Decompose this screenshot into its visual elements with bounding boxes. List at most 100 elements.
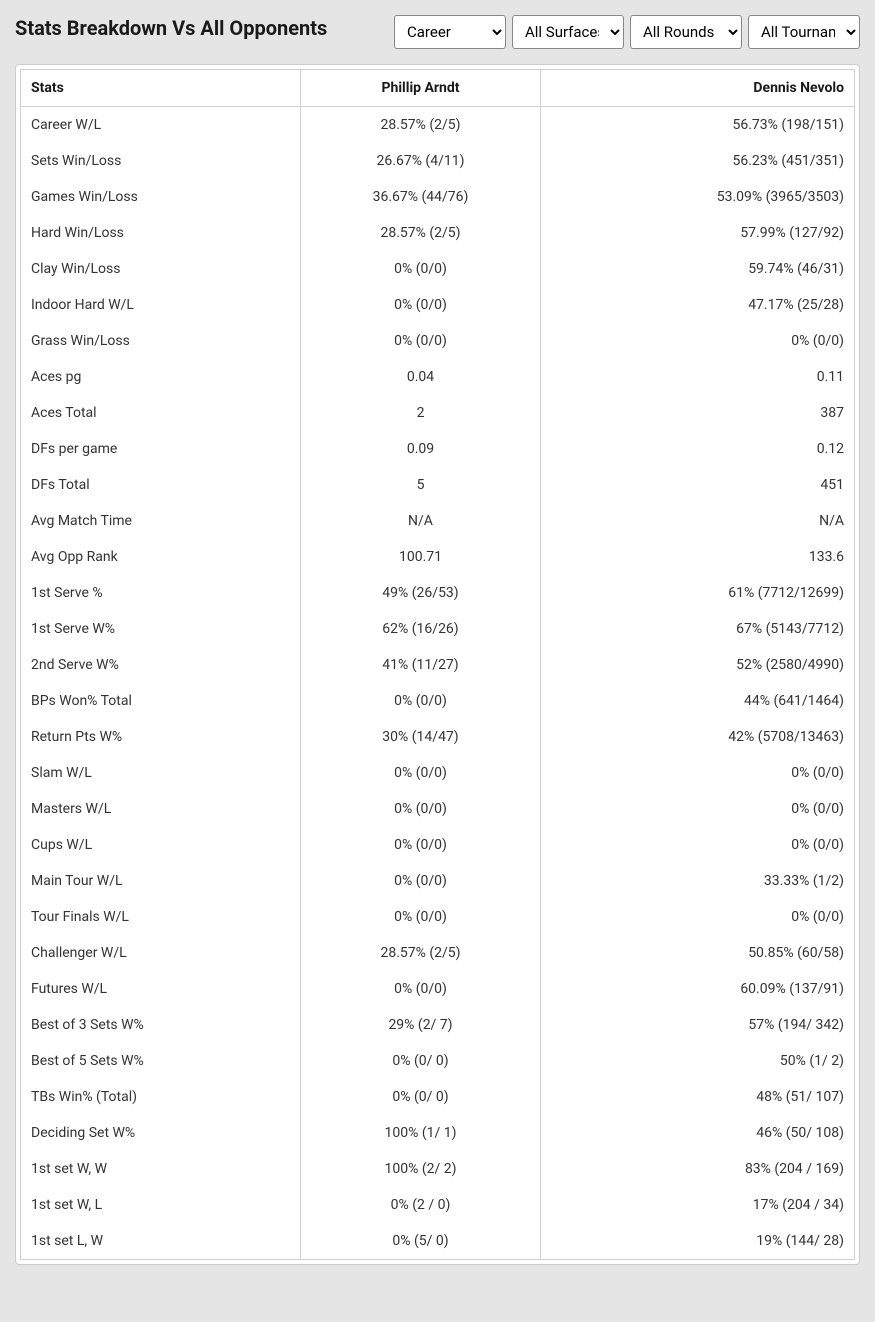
stat-label: 1st Serve % bbox=[21, 575, 301, 611]
table-row: Career W/L28.57% (2/5)56.73% (198/151) bbox=[21, 107, 855, 144]
player1-value: 100% (1/ 1) bbox=[301, 1115, 541, 1151]
player1-value: 0% (5/ 0) bbox=[301, 1223, 541, 1260]
col-header-player1: Phillip Arndt bbox=[301, 70, 541, 107]
player1-value: 0% (0/0) bbox=[301, 755, 541, 791]
stat-label: Return Pts W% bbox=[21, 719, 301, 755]
player1-value: 0.04 bbox=[301, 359, 541, 395]
table-row: TBs Win% (Total)0% (0/ 0)48% (51/ 107) bbox=[21, 1079, 855, 1115]
player2-value: 53.09% (3965/3503) bbox=[541, 179, 855, 215]
player2-value: 17% (204 / 34) bbox=[541, 1187, 855, 1223]
table-row: Avg Match TimeN/AN/A bbox=[21, 503, 855, 539]
player1-value: 26.67% (4/11) bbox=[301, 143, 541, 179]
player2-value: 42% (5708/13463) bbox=[541, 719, 855, 755]
filter-tournaments-select[interactable]: All Tournaments bbox=[748, 15, 860, 49]
player1-value: 28.57% (2/5) bbox=[301, 215, 541, 251]
filter-rounds-select[interactable]: All Rounds bbox=[630, 15, 742, 49]
page-title: Stats Breakdown Vs All Opponents bbox=[15, 15, 327, 41]
stat-label: DFs per game bbox=[21, 431, 301, 467]
player1-value: 100.71 bbox=[301, 539, 541, 575]
stat-label: 1st set L, W bbox=[21, 1223, 301, 1260]
player1-value: 30% (14/47) bbox=[301, 719, 541, 755]
player2-value: 133.6 bbox=[541, 539, 855, 575]
stat-label: Futures W/L bbox=[21, 971, 301, 1007]
player2-value: 44% (641/1464) bbox=[541, 683, 855, 719]
player1-value: 41% (11/27) bbox=[301, 647, 541, 683]
table-row: DFs per game0.090.12 bbox=[21, 431, 855, 467]
player2-value: 52% (2580/4990) bbox=[541, 647, 855, 683]
player1-value: 0% (0/0) bbox=[301, 791, 541, 827]
table-row: Aces Total2387 bbox=[21, 395, 855, 431]
stat-label: Avg Opp Rank bbox=[21, 539, 301, 575]
table-row: 1st set W, L0% (2 / 0)17% (204 / 34) bbox=[21, 1187, 855, 1223]
player2-value: 59.74% (46/31) bbox=[541, 251, 855, 287]
table-row: BPs Won% Total0% (0/0)44% (641/1464) bbox=[21, 683, 855, 719]
player1-value: 0% (0/ 0) bbox=[301, 1043, 541, 1079]
player2-value: 57.99% (127/92) bbox=[541, 215, 855, 251]
player1-value: 28.57% (2/5) bbox=[301, 107, 541, 144]
player1-value: 62% (16/26) bbox=[301, 611, 541, 647]
stat-label: Tour Finals W/L bbox=[21, 899, 301, 935]
player2-value: 0% (0/0) bbox=[541, 755, 855, 791]
player2-value: 48% (51/ 107) bbox=[541, 1079, 855, 1115]
player2-value: 67% (5143/7712) bbox=[541, 611, 855, 647]
stat-label: Deciding Set W% bbox=[21, 1115, 301, 1151]
table-row: Slam W/L0% (0/0)0% (0/0) bbox=[21, 755, 855, 791]
table-row: Hard Win/Loss28.57% (2/5)57.99% (127/92) bbox=[21, 215, 855, 251]
table-row: Indoor Hard W/L0% (0/0)47.17% (25/28) bbox=[21, 287, 855, 323]
table-row: 1st Serve %49% (26/53)61% (7712/12699) bbox=[21, 575, 855, 611]
stats-table-wrap: Stats Phillip Arndt Dennis Nevolo Career… bbox=[15, 64, 860, 1265]
player2-value: 19% (144/ 28) bbox=[541, 1223, 855, 1260]
stat-label: 2nd Serve W% bbox=[21, 647, 301, 683]
stat-label: 1st Serve W% bbox=[21, 611, 301, 647]
col-header-player2: Dennis Nevolo bbox=[541, 70, 855, 107]
player1-value: 2 bbox=[301, 395, 541, 431]
stat-label: 1st set W, L bbox=[21, 1187, 301, 1223]
table-row: Main Tour W/L0% (0/0)33.33% (1/2) bbox=[21, 863, 855, 899]
player2-value: N/A bbox=[541, 503, 855, 539]
table-row: Best of 3 Sets W%29% (2/ 7)57% (194/ 342… bbox=[21, 1007, 855, 1043]
stat-label: Clay Win/Loss bbox=[21, 251, 301, 287]
stats-table: Stats Phillip Arndt Dennis Nevolo Career… bbox=[20, 69, 855, 1260]
stat-label: 1st set W, W bbox=[21, 1151, 301, 1187]
player2-value: 83% (204 / 169) bbox=[541, 1151, 855, 1187]
col-header-stats: Stats bbox=[21, 70, 301, 107]
stat-label: Main Tour W/L bbox=[21, 863, 301, 899]
player2-value: 50.85% (60/58) bbox=[541, 935, 855, 971]
player2-value: 0% (0/0) bbox=[541, 791, 855, 827]
player2-value: 60.09% (137/91) bbox=[541, 971, 855, 1007]
filter-surface-select[interactable]: All Surfaces bbox=[512, 15, 624, 49]
stat-label: Best of 5 Sets W% bbox=[21, 1043, 301, 1079]
stat-label: BPs Won% Total bbox=[21, 683, 301, 719]
table-row: Games Win/Loss36.67% (44/76)53.09% (3965… bbox=[21, 179, 855, 215]
table-row: Tour Finals W/L0% (0/0)0% (0/0) bbox=[21, 899, 855, 935]
page-header: Stats Breakdown Vs All Opponents Career … bbox=[15, 15, 860, 49]
table-header-row: Stats Phillip Arndt Dennis Nevolo bbox=[21, 70, 855, 107]
stat-label: TBs Win% (Total) bbox=[21, 1079, 301, 1115]
stat-label: Cups W/L bbox=[21, 827, 301, 863]
player1-value: 0% (0/0) bbox=[301, 683, 541, 719]
table-row: Masters W/L0% (0/0)0% (0/0) bbox=[21, 791, 855, 827]
player1-value: 100% (2/ 2) bbox=[301, 1151, 541, 1187]
table-row: Challenger W/L28.57% (2/5)50.85% (60/58) bbox=[21, 935, 855, 971]
player1-value: 0% (0/0) bbox=[301, 971, 541, 1007]
filter-career-select[interactable]: Career bbox=[394, 15, 506, 49]
player1-value: 0% (0/0) bbox=[301, 287, 541, 323]
table-row: Return Pts W%30% (14/47)42% (5708/13463) bbox=[21, 719, 855, 755]
table-row: Avg Opp Rank100.71133.6 bbox=[21, 539, 855, 575]
table-row: 2nd Serve W%41% (11/27)52% (2580/4990) bbox=[21, 647, 855, 683]
stats-table-body: Career W/L28.57% (2/5)56.73% (198/151)Se… bbox=[21, 107, 855, 1260]
table-row: 1st set W, W100% (2/ 2)83% (204 / 169) bbox=[21, 1151, 855, 1187]
table-row: Cups W/L0% (0/0)0% (0/0) bbox=[21, 827, 855, 863]
player2-value: 0% (0/0) bbox=[541, 899, 855, 935]
player2-value: 387 bbox=[541, 395, 855, 431]
stat-label: Challenger W/L bbox=[21, 935, 301, 971]
table-row: Aces pg0.040.11 bbox=[21, 359, 855, 395]
table-row: Futures W/L0% (0/0)60.09% (137/91) bbox=[21, 971, 855, 1007]
stat-label: DFs Total bbox=[21, 467, 301, 503]
player1-value: 0% (0/ 0) bbox=[301, 1079, 541, 1115]
player2-value: 0% (0/0) bbox=[541, 827, 855, 863]
filters-bar: Career All Surfaces All Rounds All Tourn… bbox=[394, 15, 860, 49]
table-row: Grass Win/Loss0% (0/0)0% (0/0) bbox=[21, 323, 855, 359]
stat-label: Indoor Hard W/L bbox=[21, 287, 301, 323]
player1-value: 0% (0/0) bbox=[301, 251, 541, 287]
